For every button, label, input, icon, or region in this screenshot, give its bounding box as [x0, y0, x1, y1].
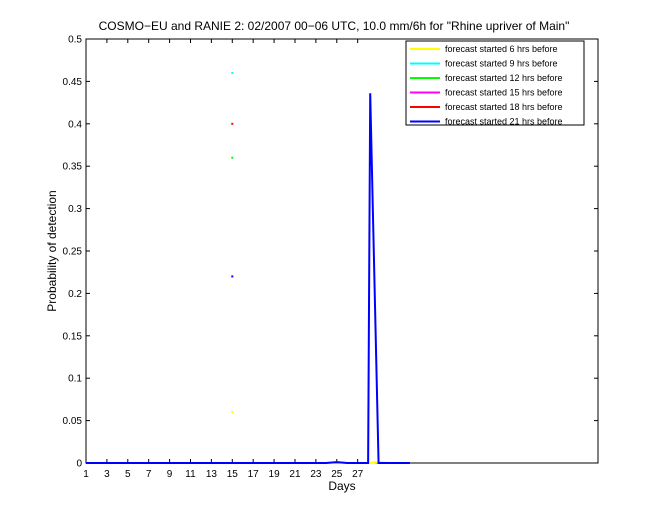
x-tick-label: 11 [185, 469, 196, 480]
x-tick-label: 15 [227, 469, 239, 480]
series-layer [86, 71, 410, 464]
series-point-1 [231, 71, 234, 74]
x-tick-label: 5 [125, 469, 131, 480]
legend: forecast started 6 hrs before forecast st… [405, 40, 585, 127]
series-point-4 [231, 122, 234, 125]
y-tick-label: 0.25 [63, 247, 83, 258]
legend-entry-4: forecast started 18 hrs before [445, 102, 563, 112]
y-tick-label: 0.45 [63, 77, 83, 88]
y-tick-label: 0.05 [63, 416, 83, 427]
series-point-5 [231, 275, 234, 278]
x-tick-label: 25 [331, 469, 343, 480]
legend-box [405, 40, 585, 126]
legend-entry-3: forecast started 15 hrs before [445, 88, 563, 98]
x-axis-label: Days [328, 479, 355, 493]
y-tick-label: 0.1 [68, 374, 82, 385]
x-tick-label: 19 [269, 469, 281, 480]
y-tick-label: 0.5 [68, 35, 82, 46]
series-point-0 [231, 411, 234, 414]
x-tick-label: 13 [206, 469, 218, 480]
x-tick-label: 9 [167, 469, 173, 480]
legend-entry-5: forecast started 21 hrs before [445, 117, 563, 127]
y-axis-label: Probability of detection [45, 190, 59, 311]
x-tick-label: 3 [104, 469, 110, 480]
y-tick-label: 0 [76, 459, 82, 470]
legend-entry-1: forecast started 9 hrs before [445, 59, 558, 69]
y-tick-label: 0.4 [68, 119, 82, 130]
y-tick-label: 0.15 [63, 331, 83, 342]
y-tick-label: 0.3 [68, 204, 82, 215]
x-tick-label: 27 [352, 469, 364, 480]
y-tick-label: 0.2 [68, 289, 82, 300]
y-tick-label: 0.35 [63, 162, 83, 173]
legend-entry-0: forecast started 6 hrs before [445, 44, 558, 54]
legend-entry-2: forecast started 12 hrs before [445, 73, 563, 83]
x-tick-label: 21 [289, 469, 301, 480]
x-tick-label: 17 [248, 469, 260, 480]
x-tick-label: 23 [310, 469, 322, 480]
series-point-2 [231, 156, 234, 159]
x-tick-label: 7 [146, 469, 152, 480]
x-tick-label: 1 [83, 469, 89, 480]
chart-title: COSMO−EU and RANIE 2: 02/2007 00−06 UTC,… [99, 19, 570, 33]
series-line-5 [86, 93, 410, 464]
x-axis: 1 3 5 7 9 11 13 15 17 19 21 23 25 27 [83, 39, 364, 480]
